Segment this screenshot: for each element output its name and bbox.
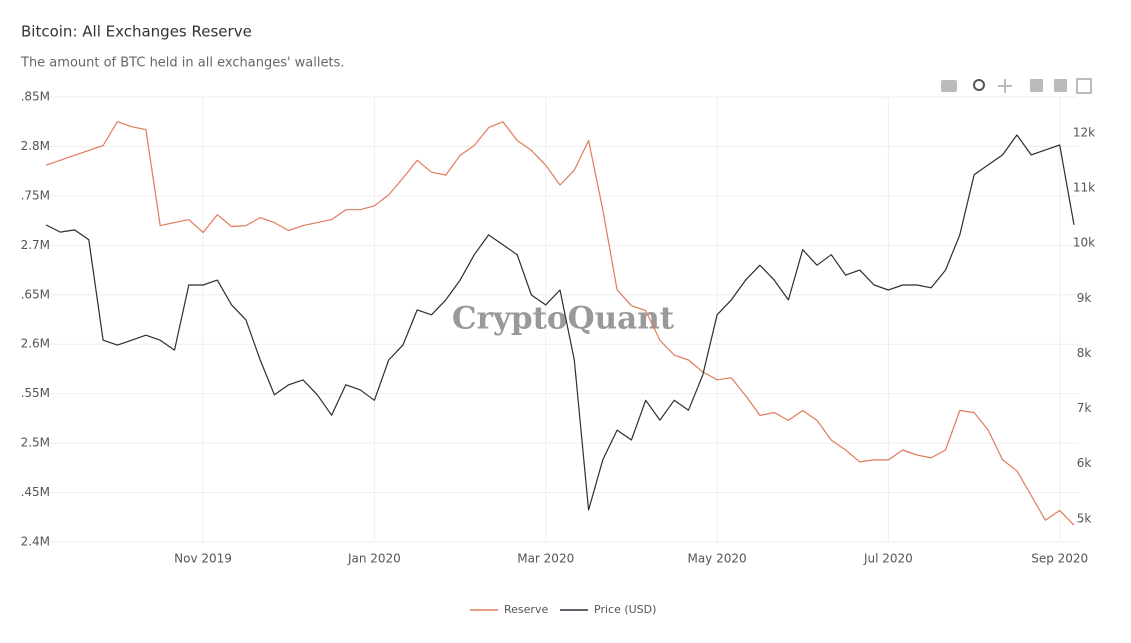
zoom-out-icon[interactable] xyxy=(1054,79,1067,92)
y2-tick-label: 11k xyxy=(1073,180,1095,194)
x-tick-label: Jan 2020 xyxy=(347,552,401,566)
x-tick-label: Sep 2020 xyxy=(1031,552,1088,566)
y-tick-label: .75M xyxy=(21,188,50,202)
x-tick-label: Nov 2019 xyxy=(174,552,232,566)
y-tick-label: .85M xyxy=(21,90,50,104)
legend-label: Reserve xyxy=(504,603,548,616)
x-tick-label: Mar 2020 xyxy=(517,552,574,566)
y2-tick-label: 6k xyxy=(1077,456,1092,470)
y-tick-label: 2.4M xyxy=(21,535,50,549)
y2-tick-label: 5k xyxy=(1077,511,1092,525)
x-tick-label: May 2020 xyxy=(687,552,746,566)
y-tick-label: 2.7M xyxy=(21,238,50,252)
pan-icon[interactable] xyxy=(998,79,1012,93)
y-tick-label: .45M xyxy=(21,485,50,499)
zoom-in-icon[interactable] xyxy=(1030,79,1043,92)
reset-icon[interactable] xyxy=(1076,78,1092,94)
toolbar xyxy=(941,78,1092,94)
chart-title: Bitcoin: All Exchanges Reserve xyxy=(21,23,252,41)
y2-tick-label: 12k xyxy=(1073,125,1095,139)
series-line xyxy=(45,121,1075,526)
y-tick-label: 2.5M xyxy=(21,436,50,450)
y-tick-label: 2.6M xyxy=(21,337,50,351)
y2-tick-label: 8k xyxy=(1077,346,1092,360)
camera-icon[interactable] xyxy=(941,80,957,92)
y-tick-label: .65M xyxy=(21,287,50,301)
y2-tick-label: 7k xyxy=(1077,401,1092,415)
series-line xyxy=(45,134,1075,511)
x-tick-label: Jul 2020 xyxy=(863,552,913,566)
y-tick-label: 2.8M xyxy=(21,139,50,153)
chart-subtitle: The amount of BTC held in all exchanges'… xyxy=(20,56,345,71)
legend-label: Price (USD) xyxy=(594,603,656,616)
y-tick-label: .55M xyxy=(21,386,50,400)
y2-tick-label: 9k xyxy=(1077,291,1092,305)
zoom-icon[interactable] xyxy=(973,79,985,91)
y2-tick-label: 10k xyxy=(1073,236,1095,250)
